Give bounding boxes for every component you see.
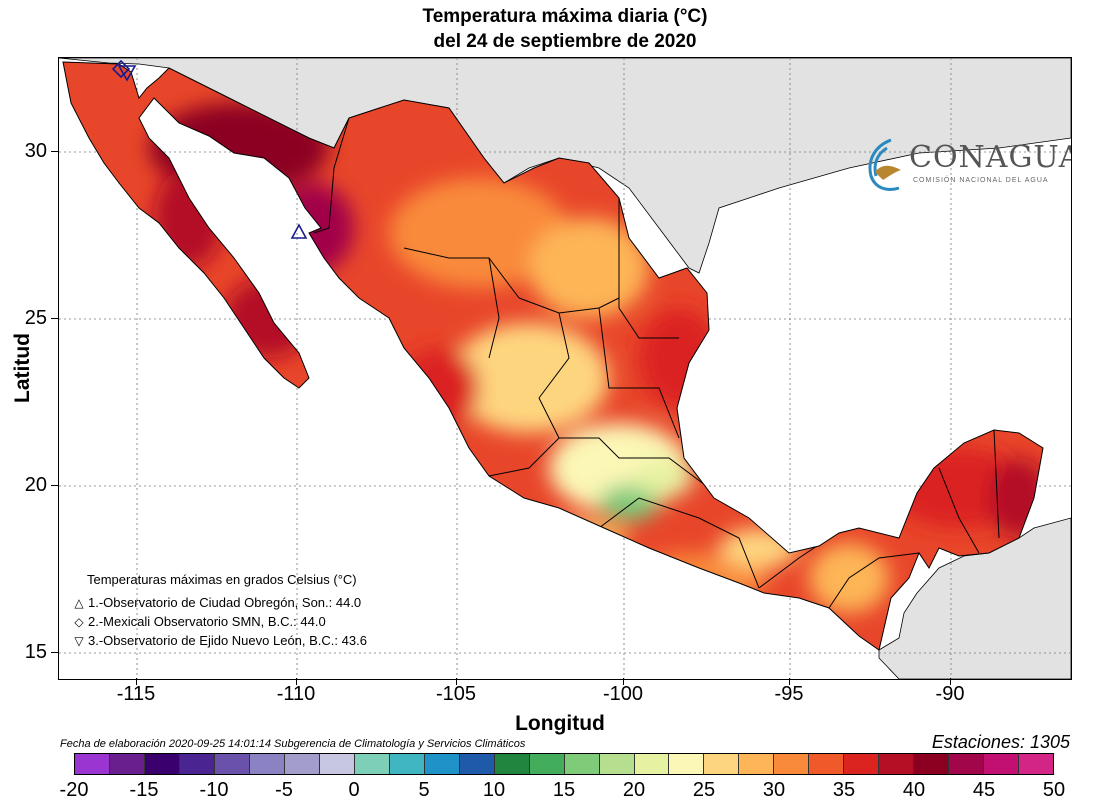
station-count: Estaciones: 1305 <box>931 732 1070 752</box>
x-tick-label: -95 <box>774 683 804 705</box>
colorbar-tick-label: 45 <box>972 779 996 801</box>
y-tick-label: 30 <box>24 140 47 162</box>
temperature-map <box>59 58 1071 679</box>
colorbar-segment <box>634 754 670 774</box>
colorbar-segment <box>529 754 565 774</box>
legend-entry: ◇ 2.-Mexicali Observatorio SMN, B.C.: 44… <box>70 612 367 631</box>
legend-title: Temperaturas máximas en grados Celsius (… <box>87 572 357 587</box>
colorbar-segment <box>1019 754 1054 774</box>
x-tick-label: -115 <box>116 683 156 705</box>
colorbar-tick-label: 20 <box>622 779 646 801</box>
map-title-line2: del 24 de septiembre de 2020 <box>433 31 697 52</box>
colorbar-tick-label: 35 <box>832 779 856 801</box>
colorbar-tick-label: 10 <box>482 779 506 801</box>
y-tick-label: 20 <box>24 474 47 496</box>
colorbar-segment <box>809 754 845 774</box>
logo-subtitle: COMISIÓN NACIONAL DEL AGUA <box>913 177 1049 184</box>
colorbar-segment <box>354 754 390 774</box>
y-tick-label: 25 <box>24 307 47 329</box>
x-axis-title: Longitud <box>515 712 605 735</box>
y-axis-title: Latitud <box>11 333 34 403</box>
colorbar-segment <box>774 754 810 774</box>
colorbar-segment <box>179 754 215 774</box>
colorbar-segment <box>249 754 285 774</box>
colorbar-segment <box>109 754 145 774</box>
y-tick-mark <box>51 652 58 653</box>
y-tick-mark <box>51 485 58 486</box>
station-legend: Temperaturas máximas en grados Celsius (… <box>70 572 367 650</box>
legend-entry-text: 2.-Mexicali Observatorio SMN, B.C.: 44.0 <box>88 614 326 629</box>
colorbar-segment <box>669 754 705 774</box>
x-tick-mark <box>136 678 137 685</box>
colorbar-segment <box>949 754 985 774</box>
legend-entry: △ 1.-Observatorio de Ciudad Obregón, Son… <box>70 593 367 612</box>
colorbar-segment <box>879 754 915 774</box>
triangle-down-icon: ▽ <box>74 633 84 648</box>
colorbar-tick-label: -20 <box>59 779 89 801</box>
x-tick-mark <box>296 678 297 685</box>
colorbar-segment <box>214 754 250 774</box>
colorbar-segment <box>389 754 425 774</box>
x-tick-mark <box>456 678 457 685</box>
colorbar-segment <box>844 754 880 774</box>
colorbar-tick-label: 0 <box>348 779 360 801</box>
colorbar-segment <box>284 754 320 774</box>
colorbar-segment <box>984 754 1020 774</box>
colorbar-tick-label: -15 <box>129 779 159 801</box>
colorbar-segment <box>704 754 740 774</box>
x-tick-label: -110 <box>276 683 316 705</box>
colorbar-segment <box>739 754 775 774</box>
x-tick-mark <box>789 678 790 685</box>
triangle-up-icon: △ <box>74 595 84 610</box>
colorbar-tick-label: -5 <box>275 779 293 801</box>
x-tick-label: -105 <box>435 683 477 705</box>
colorbar-tick-label: 30 <box>762 779 786 801</box>
colorbar-segment <box>914 754 950 774</box>
colorbar-tick-label: -10 <box>199 779 229 801</box>
y-tick-mark <box>51 318 58 319</box>
colorbar-segment <box>424 754 460 774</box>
colorbar-tick-label: 15 <box>552 779 576 801</box>
colorbar-tick-label: 5 <box>418 779 430 801</box>
y-tick-mark <box>51 151 58 152</box>
colorbar-segment <box>459 754 495 774</box>
colorbar-segment <box>75 754 110 774</box>
colorbar-segment <box>564 754 600 774</box>
map-title-line1: Temperatura máxima diaria (°C) <box>422 6 708 27</box>
legend-entry-text: 3.-Observatorio de Ejido Nuevo León, B.C… <box>88 633 367 648</box>
legend-entry-text: 1.-Observatorio de Ciudad Obregón, Son.:… <box>88 595 362 610</box>
legend-entry: ▽ 3.-Observatorio de Ejido Nuevo León, B… <box>70 631 367 650</box>
generation-date-note: Fecha de elaboración 2020-09-25 14:01:14… <box>60 738 526 750</box>
station-marker-ciudad-obregon <box>290 223 308 239</box>
colorbar-segment <box>494 754 530 774</box>
colorbar-segment <box>319 754 355 774</box>
colorbar-tick-label: 40 <box>902 779 926 801</box>
colorbar-tick-label: 25 <box>692 779 716 801</box>
logo-wordmark: CONAGUA <box>909 140 1072 175</box>
x-tick-label: -90 <box>935 683 965 705</box>
y-tick-label: 15 <box>24 641 47 663</box>
x-tick-mark <box>623 678 624 685</box>
station-marker-ejido-nuevo-leon <box>117 65 137 82</box>
x-tick-label: -100 <box>602 683 644 705</box>
colorbar-segment <box>599 754 635 774</box>
conagua-emblem-icon <box>868 138 901 191</box>
x-tick-mark <box>950 678 951 685</box>
conagua-logo: CONAGUA COMISIÓN NACIONAL DEL AGUA <box>861 136 1072 196</box>
diamond-icon: ◇ <box>74 614 84 629</box>
temperature-colorbar <box>74 753 1054 775</box>
colorbar-segment <box>144 754 180 774</box>
map-panel: CONAGUA COMISIÓN NACIONAL DEL AGUA <box>58 57 1072 680</box>
colorbar-tick-label: 50 <box>1042 779 1066 801</box>
